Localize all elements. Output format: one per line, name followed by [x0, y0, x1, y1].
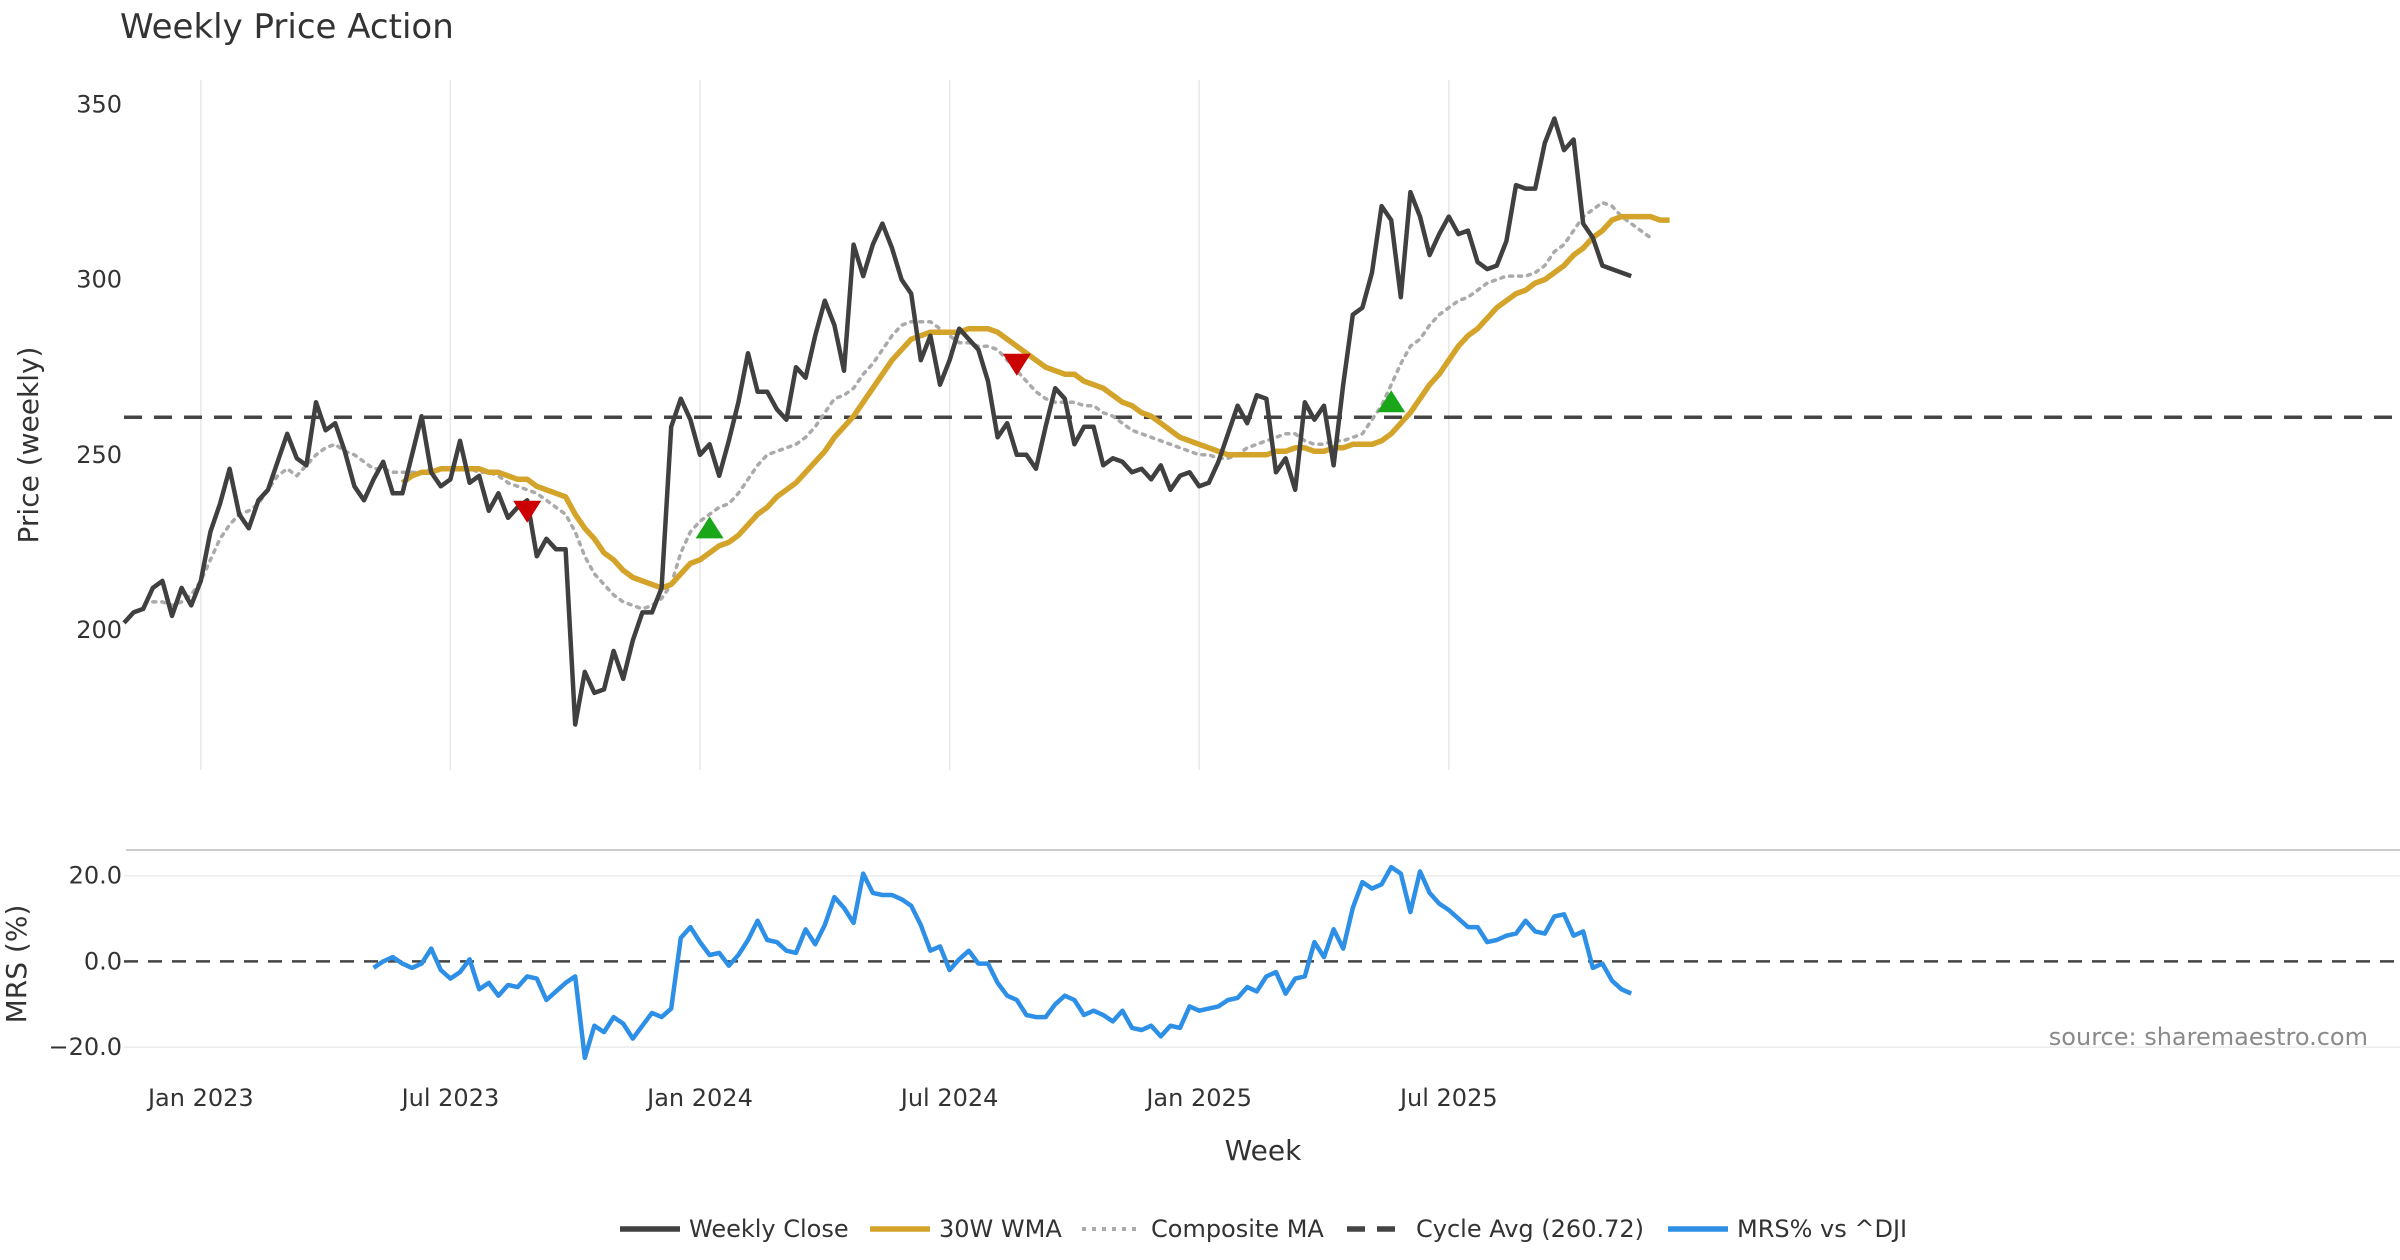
chart-title: Weekly Price Action: [120, 7, 454, 47]
price-y-axis-label: Price (weekly): [12, 347, 45, 544]
legend-item-3: Cycle Avg (260.72): [1347, 1215, 1644, 1243]
mrs-y-tick-1: 0.0: [84, 947, 122, 975]
legend-label-0: Weekly Close: [689, 1215, 849, 1243]
price-y-tick-250: 250: [76, 441, 122, 469]
sell-signal-marker-0: [513, 500, 542, 523]
price-y-tick-350: 350: [76, 91, 122, 119]
series-mrs-vs-dji: [372, 864, 1633, 1061]
price-y-tick-300: 300: [76, 266, 122, 294]
legend-item-1: 30W WMA: [870, 1215, 1062, 1243]
x-tick-1: Jul 2023: [400, 1084, 500, 1112]
buy-signal-marker-1: [695, 516, 724, 539]
x-tick-4: Jan 2025: [1144, 1084, 1252, 1112]
series-30w-wma: [400, 213, 1670, 591]
price-grid: [200, 80, 1450, 770]
legend-label-2: Composite MA: [1151, 1215, 1324, 1243]
mrs-grid: [124, 874, 2400, 1048]
price-signals: [513, 353, 1406, 539]
mrs-y-axis-label: MRS (%): [0, 905, 33, 1024]
legend-label-3: Cycle Avg (260.72): [1416, 1215, 1644, 1243]
mrs-y-ticks: 20.0 0.0 −20.0: [48, 862, 122, 1061]
series-composite-ma: [151, 200, 1653, 611]
price-y-ticks: 200 250 300 350: [76, 91, 122, 644]
legend-label-1: 30W WMA: [939, 1215, 1062, 1243]
price-y-tick-200: 200: [76, 616, 122, 644]
mrs-y-tick-2: −20.0: [48, 1033, 122, 1061]
legend-label-4: MRS% vs ^DJI: [1737, 1215, 1907, 1243]
legend-item-2: Composite MA: [1082, 1215, 1324, 1243]
legend-item-4: MRS% vs ^DJI: [1668, 1215, 1907, 1243]
mrs-series: [124, 864, 2400, 1061]
x-tick-3: Jul 2024: [899, 1084, 999, 1112]
x-tick-0: Jan 2023: [146, 1084, 254, 1112]
x-ticks: Jan 2023 Jul 2023 Jan 2024 Jul 2024 Jan 2025…: [146, 1084, 1498, 1112]
mrs-y-tick-0: 20.0: [69, 862, 122, 890]
sell-signal-marker-2: [1002, 353, 1031, 376]
price-series: [122, 116, 2400, 727]
series-weekly-close: [122, 116, 1632, 727]
x-axis-label: Week: [1225, 1134, 1302, 1167]
legend: Weekly Close 30W WMA Composite MA Cycle Avg…: [620, 1215, 1907, 1243]
x-tick-5: Jul 2025: [1398, 1084, 1498, 1112]
buy-signal-marker-3: [1377, 390, 1406, 413]
x-tick-2: Jan 2024: [645, 1084, 753, 1112]
legend-item-0: Weekly Close: [620, 1215, 849, 1243]
source-credit: source: sharemaestro.com: [2049, 1023, 2368, 1051]
